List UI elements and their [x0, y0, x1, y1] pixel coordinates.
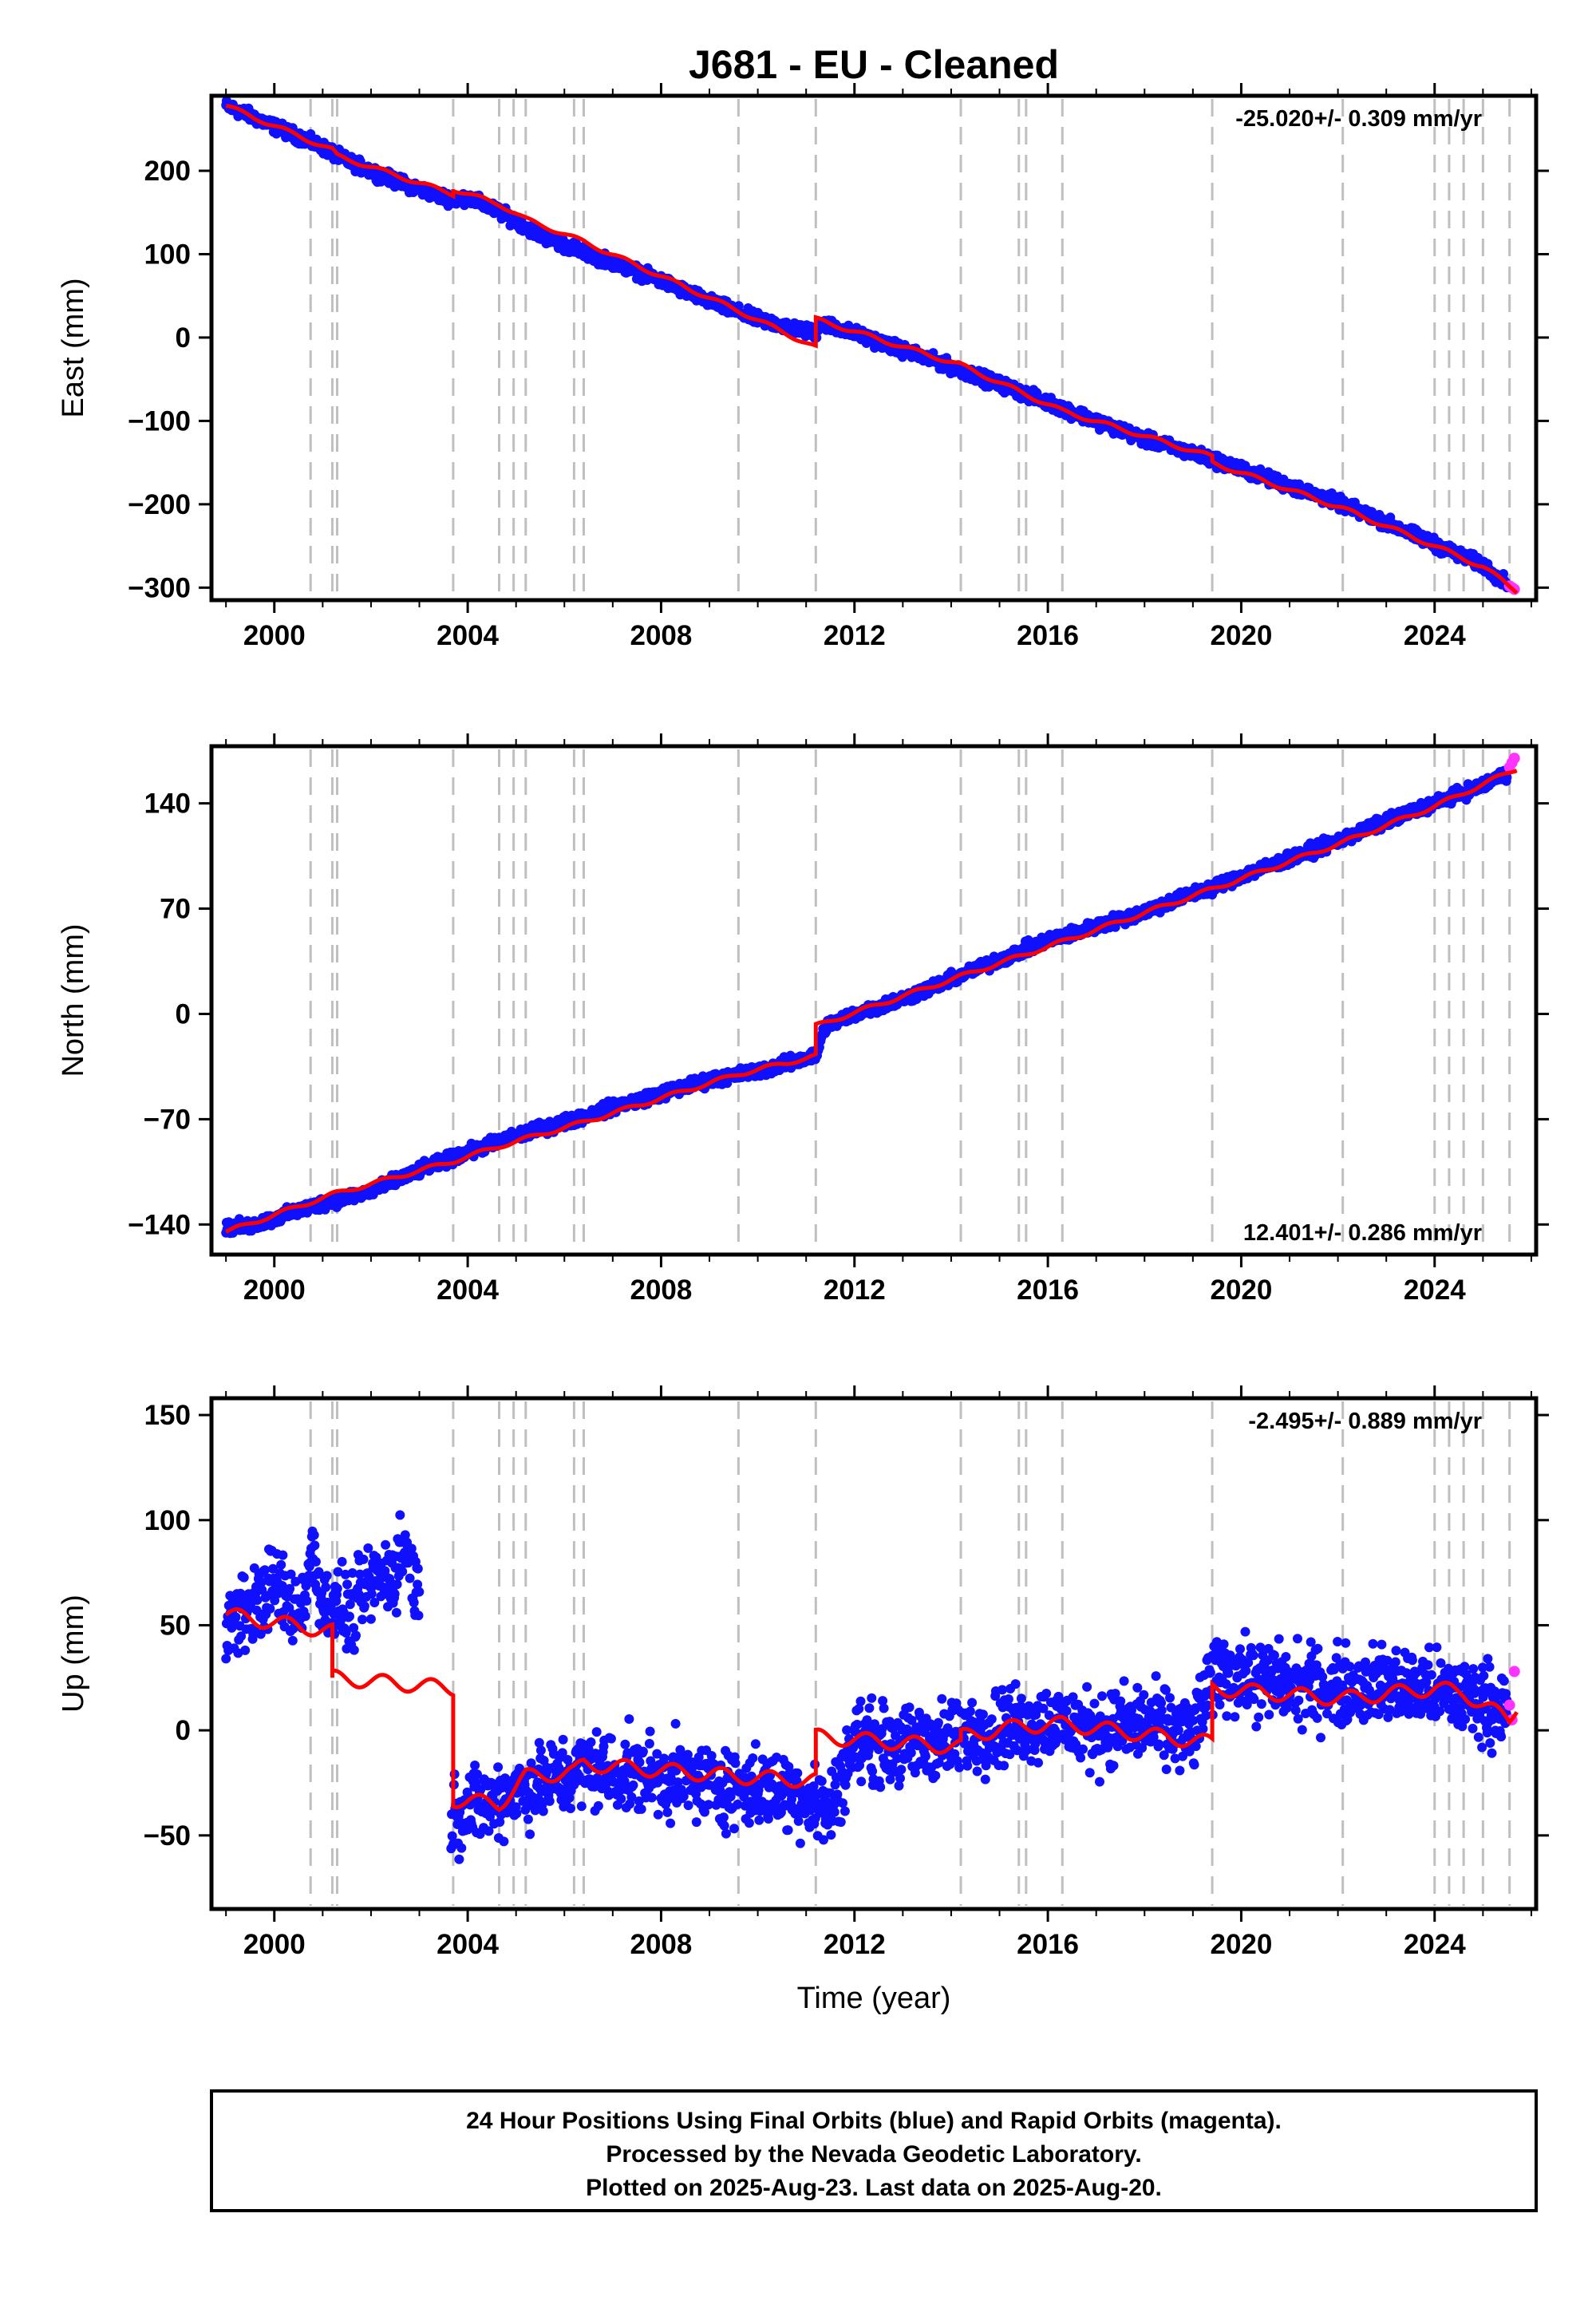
x-tick-label: 2000 — [243, 620, 306, 651]
data-point — [337, 1556, 347, 1567]
y-tick-label: −300 — [128, 572, 191, 603]
data-point — [321, 1582, 331, 1592]
data-point — [358, 1554, 369, 1564]
north-panel: 2000 2004 2008 2012 2016 2020 2024 140 70 0 −70 −14… — [57, 733, 1549, 1306]
east-panel: 2000 2004 2008 2012 2016 2020 2024 200 100 0 −100 −… — [57, 83, 1549, 651]
data-point — [314, 1567, 324, 1577]
y-tick-label: 0 — [176, 322, 191, 354]
y-axis-label: North (mm) — [57, 923, 90, 1077]
data-point — [231, 1612, 241, 1622]
x-tick-label: 2012 — [824, 1275, 886, 1306]
y-tick-label: 100 — [144, 239, 191, 270]
data-point — [302, 1595, 312, 1606]
data-point — [392, 1579, 402, 1590]
data-point — [409, 1598, 419, 1607]
figure-title: J681 - EU - Cleaned — [689, 42, 1059, 87]
y-tick-label: 0 — [176, 998, 191, 1030]
y-tick-label: −100 — [128, 405, 191, 437]
data-point — [381, 1539, 391, 1550]
x-tick-label: 2016 — [1017, 620, 1079, 651]
rapid-point — [1508, 753, 1520, 765]
data-point — [413, 1611, 424, 1621]
data-point — [391, 1607, 401, 1618]
data-point — [414, 1587, 425, 1597]
x-tick-label: 2008 — [630, 1275, 692, 1306]
velocity-rate-label: -25.020+/- 0.309 mm/yr — [1235, 106, 1482, 132]
data-point — [300, 1611, 310, 1622]
y-tick-label: −70 — [144, 1104, 191, 1135]
y-tick-label: 200 — [144, 156, 191, 187]
y-tick-label: 70 — [160, 894, 191, 925]
x-tick-label: 2000 — [243, 1275, 306, 1306]
x-tick-label: 2024 — [1404, 1275, 1466, 1306]
y-tick-label: −140 — [128, 1209, 191, 1240]
data-point — [345, 1611, 354, 1622]
data-point — [239, 1572, 249, 1583]
y-tick-label: 140 — [144, 788, 191, 820]
x-tick-label: 2024 — [1404, 620, 1466, 651]
data-point — [276, 1559, 286, 1570]
data-point — [287, 1635, 298, 1646]
data-point — [413, 1563, 423, 1574]
data-point — [351, 1630, 361, 1641]
y-tick-label: −200 — [128, 489, 191, 520]
x-tick-label: 2004 — [437, 620, 499, 651]
up-panel: 2000 2004 2008 2012 2016 2020 2024150100500−50… — [57, 1385, 1549, 1960]
data-point — [278, 1550, 288, 1560]
data-point — [240, 1645, 251, 1655]
y-axis-label: East (mm) — [57, 278, 90, 417]
data-point — [310, 1540, 320, 1551]
data-point — [309, 1530, 319, 1540]
final-orbit-points — [221, 765, 1512, 1239]
data-point — [365, 1614, 376, 1624]
data-point — [221, 1654, 231, 1664]
x-tick-label: 2020 — [1211, 620, 1273, 651]
data-point — [252, 1595, 263, 1605]
data-point — [349, 1645, 359, 1655]
data-point — [265, 1603, 275, 1614]
x-tick-label: 2020 — [1211, 1275, 1273, 1306]
velocity-rate-label: 12.401+/- 0.286 mm/yr — [1243, 1220, 1482, 1246]
data-point — [259, 1565, 270, 1575]
data-point — [389, 1589, 400, 1599]
data-point — [358, 1614, 367, 1625]
data-point — [395, 1510, 405, 1520]
x-tick-label: 2016 — [1017, 1275, 1079, 1306]
x-tick-label: 2008 — [630, 620, 692, 651]
data-point — [359, 1601, 369, 1611]
final-orbit-points — [221, 96, 1512, 593]
data-point — [310, 1556, 321, 1567]
x-tick-label: 2004 — [437, 1275, 499, 1306]
data-point — [322, 1571, 332, 1581]
data-point — [397, 1567, 408, 1577]
data-point — [332, 1583, 342, 1594]
x-tick-label: 2012 — [824, 620, 886, 651]
data-point — [342, 1579, 353, 1590]
data-point — [405, 1573, 415, 1583]
